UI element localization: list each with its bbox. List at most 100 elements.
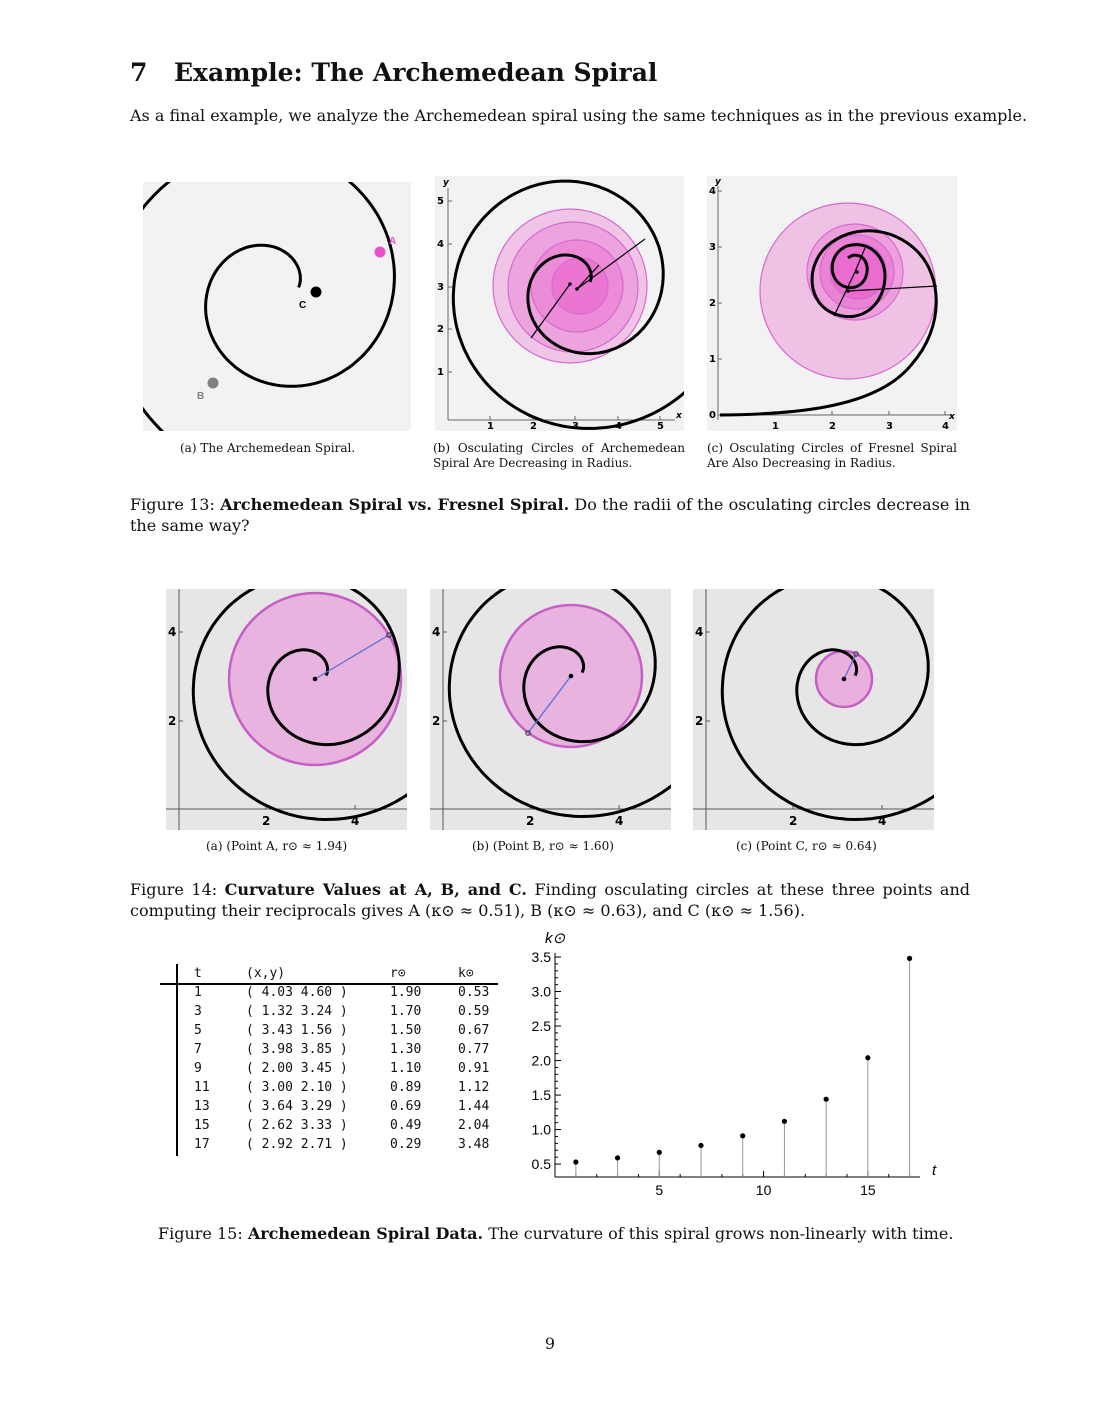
cell-k: 3.48: [458, 1137, 490, 1152]
table-header-rule: [160, 983, 498, 985]
table-row: 7 ( 3.98 3.85 ) 1.30 0.77: [194, 1040, 498, 1059]
archimedean-spiral-curve: [191, 589, 407, 822]
fig14b-caption: (b) (Point B, r⊙ ≈ 1.60): [472, 839, 614, 853]
y-tick-label: 2.0: [532, 1053, 552, 1069]
x-tick: 4: [878, 814, 886, 828]
radius-line: [833, 271, 856, 317]
y-tick: 2: [437, 324, 444, 335]
cell-xy: ( 3.43 1.56 ): [246, 1023, 348, 1038]
table-body: 1 ( 4.03 4.60 ) 1.90 0.53 3 ( 1.32 3.24 ) 1.70…: [194, 983, 498, 1154]
osculating-circle-large: [492, 208, 648, 364]
center-point: [841, 676, 847, 682]
cell-t: 9: [194, 1061, 202, 1076]
x-tick: 2: [262, 814, 270, 828]
radius-line: [847, 285, 938, 292]
cell-k: 1.12: [458, 1080, 490, 1095]
fig13c-fresnel-plot: 1 2 3 4 x 0 1 2 3 4 y: [707, 176, 957, 431]
archimedean-spiral-curve: [447, 589, 671, 819]
fig14a-point-a-plot: 2 4 4 2: [166, 589, 407, 830]
figure-13-title: Archemedean Spiral vs. Fresnel Spiral.: [220, 495, 570, 514]
x-tick: 5: [657, 421, 664, 431]
y-axis-name: y: [715, 177, 722, 187]
data-table-wrapper: t (x,y) r⊙ k⊙ 1 ( 4.03 4.60 ) 1.90 0.53 3 ( 1…: [160, 962, 500, 1158]
x-tick: 3: [572, 421, 579, 431]
intro-paragraph: As a final example, we analyze the Arche…: [130, 106, 1028, 125]
table-row: 17 ( 2.92 2.71 ) 0.29 3.48: [194, 1135, 498, 1154]
cell-r: 0.69: [390, 1099, 422, 1114]
figure-14-text: Finding osculating circles at these thre…: [130, 880, 971, 920]
cell-r: 1.10: [390, 1061, 422, 1076]
header-k: k⊙: [458, 966, 474, 981]
cell-t: 11: [194, 1080, 210, 1095]
x-axis-name: x: [675, 411, 683, 421]
fig13a-spiral-plot: A B C: [143, 182, 411, 431]
figure-14-title: Curvature Values at A, B, and C.: [224, 880, 527, 899]
cell-xy: ( 1.32 3.24 ): [246, 1004, 348, 1019]
point-a-label: A: [389, 236, 396, 247]
y-tick-label: 1.5: [532, 1087, 552, 1103]
y-tick-label: 1.0: [532, 1122, 552, 1138]
figure-14-label: Figure 14:: [130, 880, 218, 899]
page-number: 9: [544, 1334, 556, 1353]
center-point: [855, 270, 859, 274]
cell-xy: ( 3.98 3.85 ): [246, 1042, 348, 1057]
cell-xy: ( 2.62 3.33 ): [246, 1118, 348, 1133]
point-b-label: B: [197, 391, 204, 402]
fig13c-caption: (c) Osculating Circles of Fresnel Spiral…: [707, 441, 957, 470]
data-point: [906, 955, 913, 961]
section-title: Example: The Archemedean Spiral: [174, 58, 658, 87]
fig13b-osculating-plot: 1 2 3 4 5 x 1 2 3 4 5 y: [435, 176, 684, 431]
x-tick: 4: [942, 421, 949, 431]
y-tick: 4: [168, 625, 176, 639]
contact-point: [525, 730, 531, 736]
x-tick: 4: [351, 814, 359, 828]
section-number: 7: [130, 58, 148, 87]
cell-t: 3: [194, 1004, 202, 1019]
cell-t: 7: [194, 1042, 202, 1057]
cell-k: 1.44: [458, 1099, 490, 1114]
x-tick: 3: [886, 421, 893, 431]
x-tick-label: 5: [655, 1182, 663, 1198]
radius-line: [530, 283, 571, 339]
x-axis-label: t: [932, 1162, 937, 1179]
radius-line: [527, 675, 572, 734]
radius-line: [843, 653, 857, 680]
y-tick-label: 3.5: [532, 949, 552, 965]
data-point: [698, 1142, 704, 1149]
header-r: r⊙: [390, 966, 406, 981]
data-point: [614, 1155, 621, 1161]
point-b-marker: [207, 377, 219, 389]
x-tick: 1: [772, 421, 779, 431]
figure-15-text: The curvature of this spiral grows non-l…: [488, 1224, 954, 1243]
fig14b-point-b-plot: 2 4 4 2: [430, 589, 671, 830]
table-row: 15 ( 2.62 3.33 ) 0.49 2.04: [194, 1116, 498, 1135]
archimedean-spiral-curve: [451, 179, 684, 430]
y-tick: 2: [432, 714, 440, 728]
y-tick-label: 0.5: [532, 1156, 552, 1172]
cell-k: 0.91: [458, 1061, 490, 1076]
x-tick: 2: [526, 814, 534, 828]
table-row: 13 ( 3.64 3.29 ) 0.69 1.44: [194, 1097, 498, 1116]
y-axis-name: y: [443, 178, 450, 188]
y-axis-label: k⊙: [545, 930, 566, 947]
data-point: [865, 1055, 871, 1061]
table-row: 1 ( 4.03 4.60 ) 1.90 0.53: [194, 983, 498, 1002]
x-tick: 2: [829, 421, 836, 431]
point-c-marker: [310, 286, 322, 298]
cell-k: 0.53: [458, 985, 490, 1000]
y-tick: 4: [432, 625, 440, 639]
x-tick: 2: [530, 421, 537, 431]
y-tick: 4: [709, 186, 716, 197]
curvature-chart: 5 10 15 0.5 1.0 1.5 2.0 2.5 3.0 3.5 t k⊙: [532, 930, 937, 1198]
fig13b-caption: (b) Osculating Circles of Archemedean Sp…: [433, 441, 685, 470]
cell-xy: ( 2.92 2.71 ): [246, 1137, 348, 1152]
archimedean-spiral-curve: [720, 589, 934, 822]
x-tick: 2: [789, 814, 797, 828]
section-heading: 7 Example: The Archemedean Spiral: [130, 58, 657, 87]
y-tick: 3: [709, 242, 716, 253]
archimedean-spiral-curve: [143, 182, 396, 431]
y-tick-label: 2.5: [532, 1018, 552, 1034]
cell-t: 15: [194, 1118, 210, 1133]
cell-k: 2.04: [458, 1118, 490, 1133]
x-tick: 1: [487, 421, 494, 431]
